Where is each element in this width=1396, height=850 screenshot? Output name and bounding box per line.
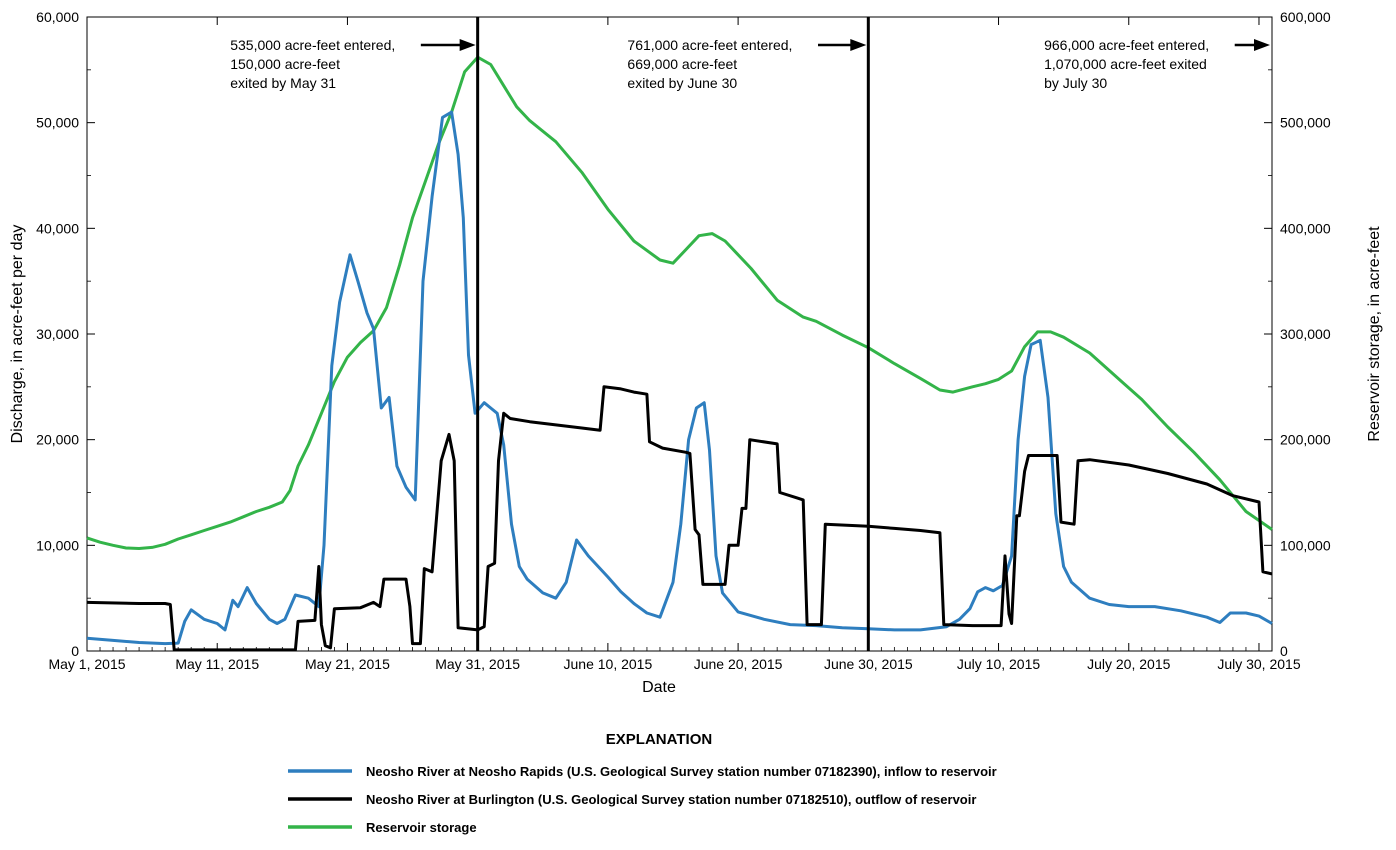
x-tick-label: July 30, 2015 xyxy=(1217,656,1300,672)
annotation-line: 535,000 acre-feet entered, xyxy=(230,37,395,53)
x-tick-label: July 20, 2015 xyxy=(1087,656,1170,672)
annotation-line: 966,000 acre-feet entered, xyxy=(1044,37,1209,53)
series-layer xyxy=(86,55,1273,652)
legend: Neosho River at Neosho Rapids (U.S. Geol… xyxy=(288,764,997,835)
left-y-tick-label: 10,000 xyxy=(36,537,79,553)
annotation-line: 150,000 acre-feet xyxy=(230,56,340,72)
legend-label: Neosho River at Burlington (U.S. Geologi… xyxy=(366,792,976,807)
annotations: 535,000 acre-feet entered, 150,000 acre-f… xyxy=(230,37,1270,91)
x-tick-label: July 10, 2015 xyxy=(957,656,1040,672)
annotation-line: exited by May 31 xyxy=(230,75,336,91)
tick-marks xyxy=(86,16,1272,652)
left-y-tick-label: 60,000 xyxy=(36,9,79,25)
annotation-line: 669,000 acre-feet xyxy=(627,56,737,72)
right-y-axis-title: Reservoir storage, in acre-feet xyxy=(1366,226,1383,442)
annotation-arrow-head xyxy=(459,39,476,51)
storage-line xyxy=(86,55,1273,550)
annotation-line: by July 30 xyxy=(1044,75,1107,91)
x-tick-label: May 21, 2015 xyxy=(305,656,390,672)
x-tick-label: May 1, 2015 xyxy=(48,656,125,672)
left-y-tick-label: 50,000 xyxy=(36,115,79,131)
right-y-tick-label: 400,000 xyxy=(1280,220,1331,236)
outflow-line xyxy=(86,385,1273,652)
legend-label: Neosho River at Neosho Rapids (U.S. Geol… xyxy=(366,764,997,779)
annotation: 761,000 acre-feet entered, 669,000 acre-f… xyxy=(627,37,867,91)
left-y-tick-label: 20,000 xyxy=(36,432,79,448)
x-tick-label: May 31, 2015 xyxy=(435,656,520,672)
x-tick-label: June 20, 2015 xyxy=(694,656,783,672)
right-y-tick-label: 300,000 xyxy=(1280,326,1331,342)
plot-border xyxy=(86,16,1273,652)
left-y-tick-label: 40,000 xyxy=(36,220,79,236)
right-y-tick-label: 200,000 xyxy=(1280,432,1331,448)
annotation-line: exited by June 30 xyxy=(627,75,737,91)
plot-frame xyxy=(86,16,1273,652)
right-y-tick-label: 600,000 xyxy=(1280,9,1331,25)
left-y-tick-label: 30,000 xyxy=(36,326,79,342)
x-tick-label: June 30, 2015 xyxy=(824,656,913,672)
right-y-axis-ticks: 0 100,000 200,000 300,000 400,000 500,000 600,… xyxy=(1280,9,1331,659)
x-tick-label: May 11, 2015 xyxy=(175,656,259,672)
right-y-tick-label: 0 xyxy=(1280,643,1288,659)
x-axis-ticks: May 1, 2015 May 11, 2015 May 21, 2015 May 3… xyxy=(48,656,1300,672)
right-y-tick-label: 500,000 xyxy=(1280,115,1331,131)
month-end-lines xyxy=(476,17,870,651)
left-y-tick-label: 0 xyxy=(71,643,79,659)
annotation-line: 761,000 acre-feet entered, xyxy=(627,37,792,53)
annotation-arrow-head xyxy=(850,39,867,51)
legend-title: EXPLANATION xyxy=(606,731,712,748)
inflow-line xyxy=(86,110,1273,646)
annotation: 535,000 acre-feet entered, 150,000 acre-f… xyxy=(230,37,476,91)
annotation-arrow-head xyxy=(1254,39,1270,51)
left-y-axis-ticks: 0 10,000 20,000 30,000 40,000 50,000 60,000 xyxy=(36,9,79,659)
annotation-line: 1,070,000 acre-feet exited xyxy=(1044,56,1207,72)
annotation: 966,000 acre-feet entered, 1,070,000 acre… xyxy=(1044,37,1270,91)
right-y-tick-label: 100,000 xyxy=(1280,537,1331,553)
x-tick-label: June 10, 2015 xyxy=(564,656,653,672)
left-y-axis-title: Discharge, in acre-feet per day xyxy=(9,225,26,444)
legend-label: Reservoir storage xyxy=(366,820,477,835)
x-axis-title: Date xyxy=(642,679,676,696)
